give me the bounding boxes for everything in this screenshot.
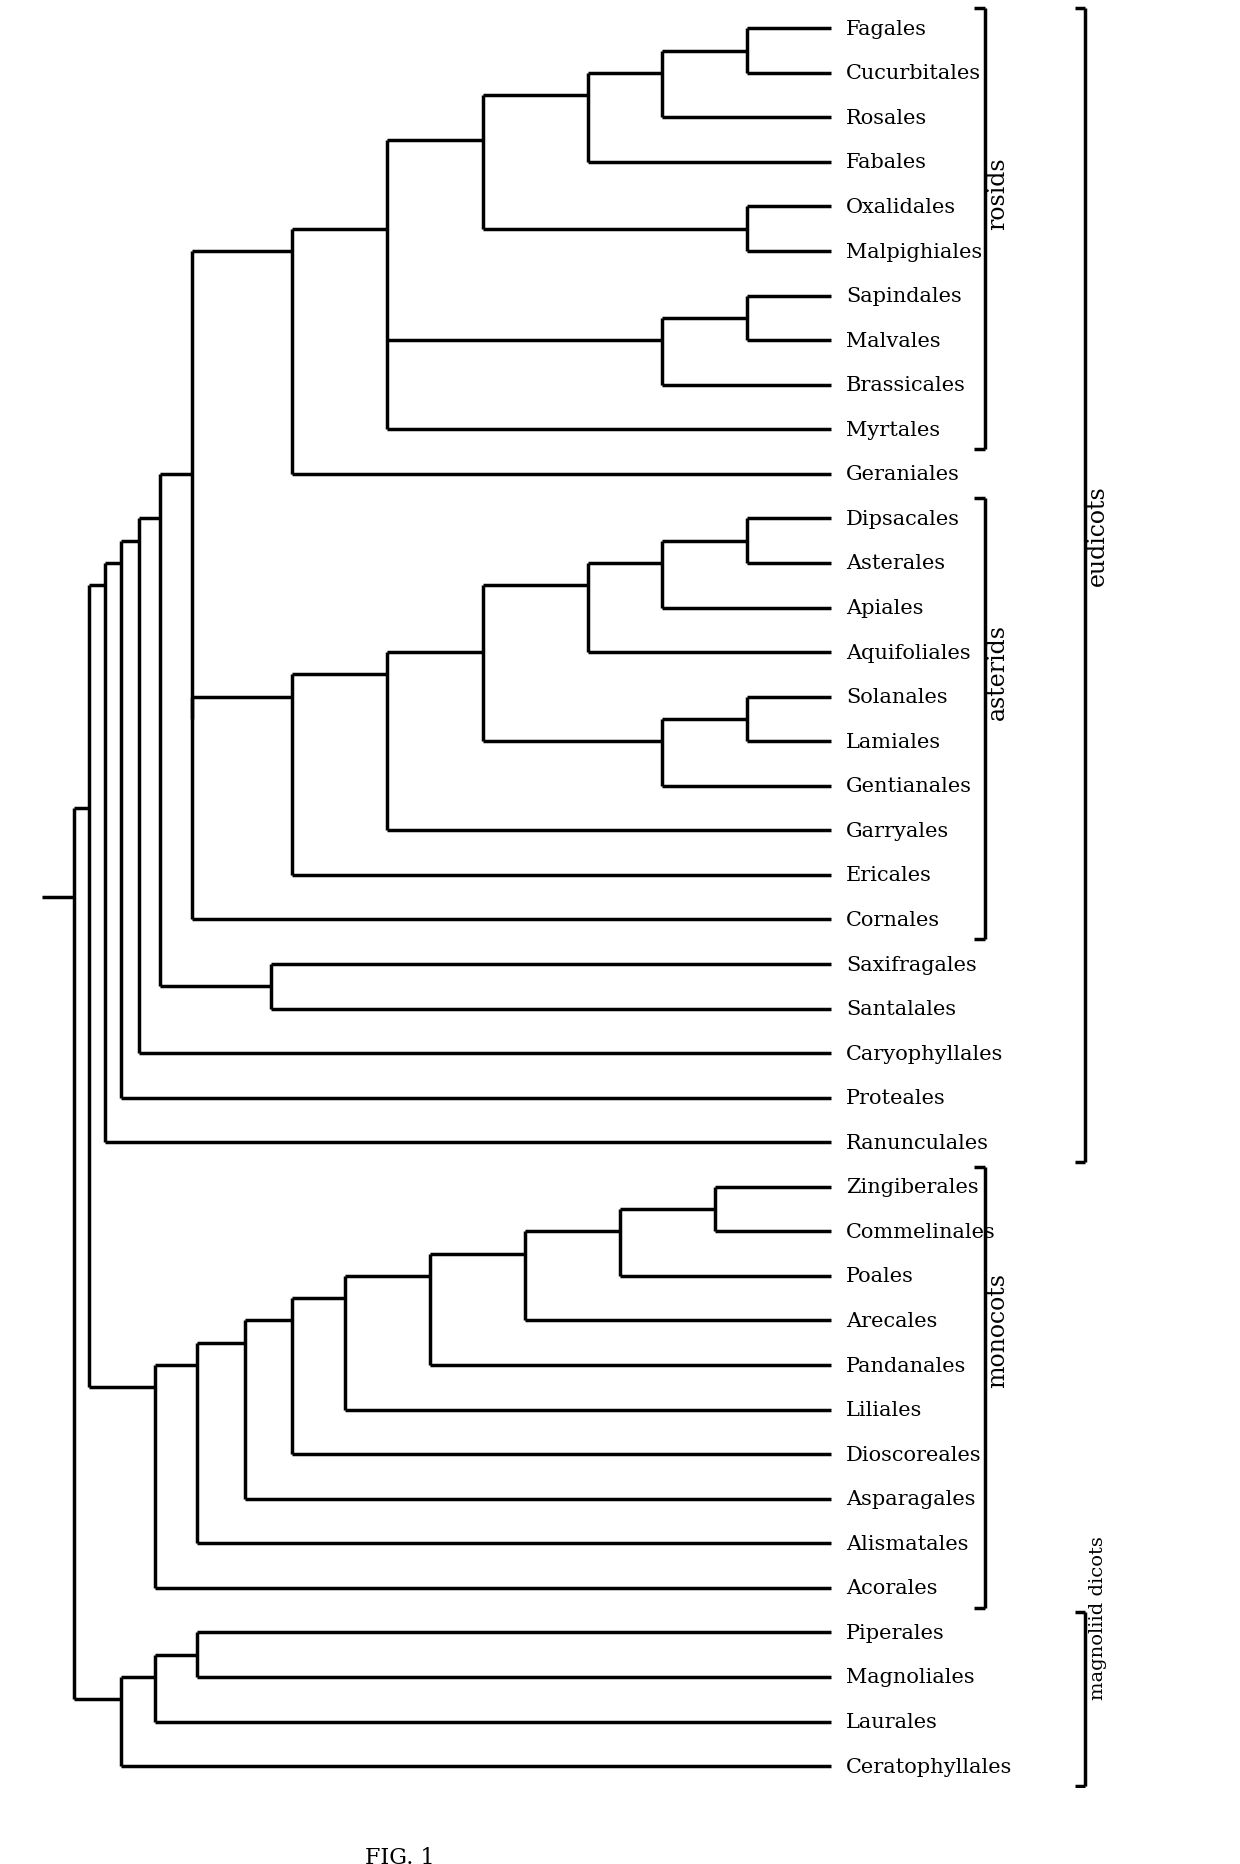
Text: Malvales: Malvales xyxy=(846,332,941,350)
Text: Ericales: Ericales xyxy=(846,867,932,885)
Text: Malpighiales: Malpighiales xyxy=(846,242,982,261)
Text: Saxifragales: Saxifragales xyxy=(846,954,977,975)
Text: Apiales: Apiales xyxy=(846,598,924,617)
Text: Cornales: Cornales xyxy=(846,910,940,930)
Text: Dipsacales: Dipsacales xyxy=(846,509,960,529)
Text: Santalales: Santalales xyxy=(846,999,956,1018)
Text: Dioscoreales: Dioscoreales xyxy=(846,1445,982,1463)
Text: asterids: asterids xyxy=(986,624,1009,720)
Text: Zingiberales: Zingiberales xyxy=(846,1178,978,1197)
Text: Piperales: Piperales xyxy=(846,1624,945,1642)
Text: Cucurbitales: Cucurbitales xyxy=(846,63,981,84)
Text: Aquifoliales: Aquifoliales xyxy=(846,643,971,662)
Text: Commelinales: Commelinales xyxy=(846,1223,996,1241)
Text: Fabales: Fabales xyxy=(846,153,928,171)
Text: monocots: monocots xyxy=(986,1273,1009,1387)
Text: Proteales: Proteales xyxy=(846,1089,946,1107)
Text: Liliales: Liliales xyxy=(846,1400,923,1419)
Text: Garryales: Garryales xyxy=(846,822,950,841)
Text: Pandanales: Pandanales xyxy=(846,1355,966,1376)
Text: Rosales: Rosales xyxy=(846,108,928,129)
Text: Oxalidales: Oxalidales xyxy=(846,198,956,216)
Text: Brassicales: Brassicales xyxy=(846,377,966,395)
Text: eudicots: eudicots xyxy=(1086,485,1110,585)
Text: Ceratophyllales: Ceratophyllales xyxy=(846,1756,1013,1776)
Text: Poales: Poales xyxy=(846,1268,914,1286)
Text: Sapindales: Sapindales xyxy=(846,287,962,306)
Text: Myrtales: Myrtales xyxy=(846,421,940,440)
Text: Asterales: Asterales xyxy=(846,554,945,572)
Text: Geraniales: Geraniales xyxy=(846,466,960,485)
Text: Magnoliales: Magnoliales xyxy=(846,1668,975,1687)
Text: Ranunculales: Ranunculales xyxy=(846,1133,990,1152)
Text: Alismatales: Alismatales xyxy=(846,1534,968,1553)
Text: Laurales: Laurales xyxy=(846,1713,939,1732)
Text: Solanales: Solanales xyxy=(846,688,947,706)
Text: Fagales: Fagales xyxy=(846,21,928,39)
Text: Acorales: Acorales xyxy=(846,1579,937,1597)
Text: Lamiales: Lamiales xyxy=(846,733,941,751)
Text: rosids: rosids xyxy=(986,157,1009,229)
Text: Caryophyllales: Caryophyllales xyxy=(846,1044,1003,1062)
Text: Asparagales: Asparagales xyxy=(846,1489,976,1508)
Text: Gentianales: Gentianales xyxy=(846,777,972,796)
Text: Arecales: Arecales xyxy=(846,1310,937,1331)
Text: magnoliid dicots: magnoliid dicots xyxy=(1089,1536,1107,1700)
Text: FIG. 1: FIG. 1 xyxy=(366,1847,435,1864)
